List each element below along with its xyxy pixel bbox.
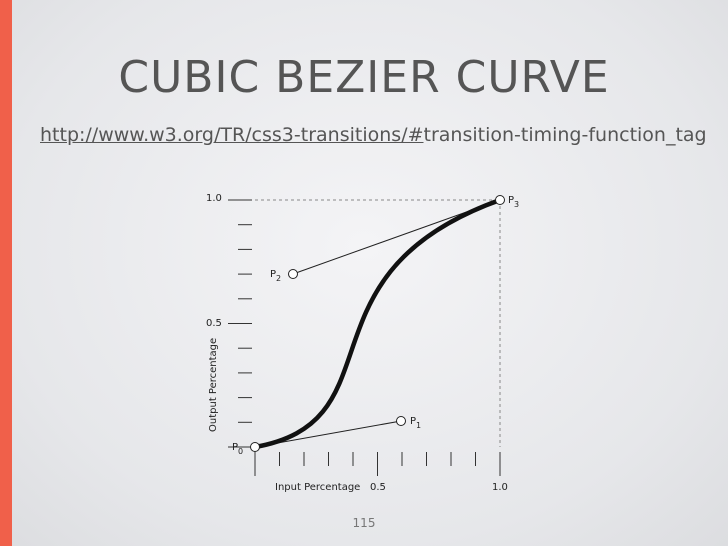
point-index: 2 bbox=[276, 274, 281, 283]
url: http://www.w3.org/TR/css3-transitions/#t… bbox=[40, 124, 707, 146]
point-label: P2 bbox=[270, 269, 281, 283]
point-base: P bbox=[410, 416, 416, 427]
x-axis-label: Input Percentage bbox=[275, 482, 360, 493]
control-point bbox=[288, 269, 298, 279]
point-label: P1 bbox=[410, 416, 421, 430]
point-label: P0 bbox=[232, 442, 243, 456]
point-index: 3 bbox=[514, 200, 519, 209]
point-index: 1 bbox=[416, 421, 421, 430]
url-link[interactable]: http://www.w3.org/TR/css3-transitions/# bbox=[40, 124, 424, 146]
control-point bbox=[250, 442, 260, 452]
point-label: P3 bbox=[508, 195, 519, 209]
page-number: 115 bbox=[352, 516, 376, 530]
y-tick-label: 0.5 bbox=[206, 318, 222, 329]
bezier-curve bbox=[254, 197, 501, 450]
point-base: P bbox=[508, 195, 514, 206]
point-index: 0 bbox=[238, 447, 243, 456]
x-tick-label: 1.0 bbox=[492, 482, 508, 493]
accent-stripe bbox=[0, 0, 12, 546]
point-base: P bbox=[270, 269, 276, 280]
y-axis-label: Output Percentage bbox=[208, 338, 219, 432]
x-tick-label: 0.5 bbox=[370, 482, 386, 493]
point-base: P bbox=[232, 442, 238, 453]
control-point bbox=[495, 195, 505, 205]
ticks bbox=[228, 199, 501, 476]
url-rest: transition-timing-function_tag bbox=[423, 124, 707, 146]
slide-title: CUBIC BEZIER CURVE bbox=[118, 52, 610, 103]
y-tick-label: 1.0 bbox=[206, 193, 222, 204]
control-point bbox=[396, 416, 406, 426]
